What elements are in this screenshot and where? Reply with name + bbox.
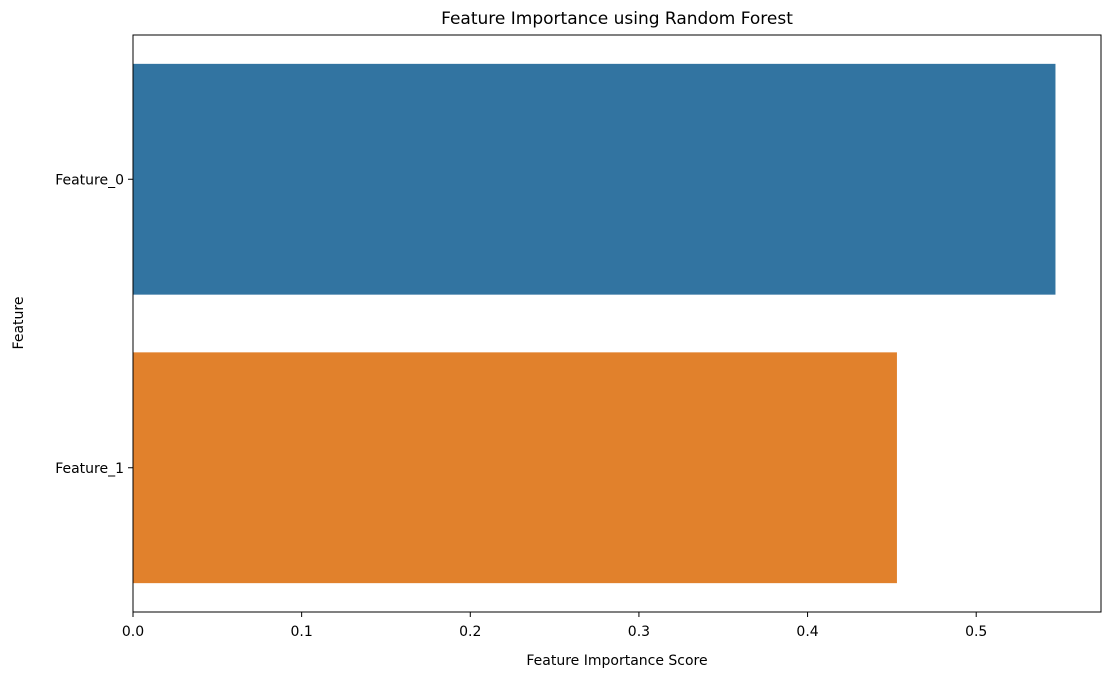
x-axis-label: Feature Importance Score xyxy=(526,653,707,669)
x-tick-label: 0.1 xyxy=(291,624,313,640)
x-tick-label: 0.3 xyxy=(628,624,650,640)
x-tick-label: 0.0 xyxy=(122,624,144,640)
y-tick-label: Feature_1 xyxy=(55,461,124,477)
x-tick-label: 0.5 xyxy=(965,624,987,640)
bar-feature-1 xyxy=(133,352,897,584)
x-tick-label: 0.2 xyxy=(459,624,481,640)
chart-title: Feature Importance using Random Forest xyxy=(441,9,793,29)
x-tick-label: 0.4 xyxy=(796,624,818,640)
y-axis-label: Feature xyxy=(11,297,27,350)
plot-frame xyxy=(132,34,1102,613)
y-tick-label: Feature_0 xyxy=(55,172,124,188)
bar-feature-0 xyxy=(133,63,1056,295)
y-ticks-group: Feature_0 Feature_1 xyxy=(55,172,133,477)
x-ticks-group: 0.0 0.1 0.2 0.3 0.4 0.5 xyxy=(122,612,987,640)
bars-group xyxy=(133,63,1056,584)
